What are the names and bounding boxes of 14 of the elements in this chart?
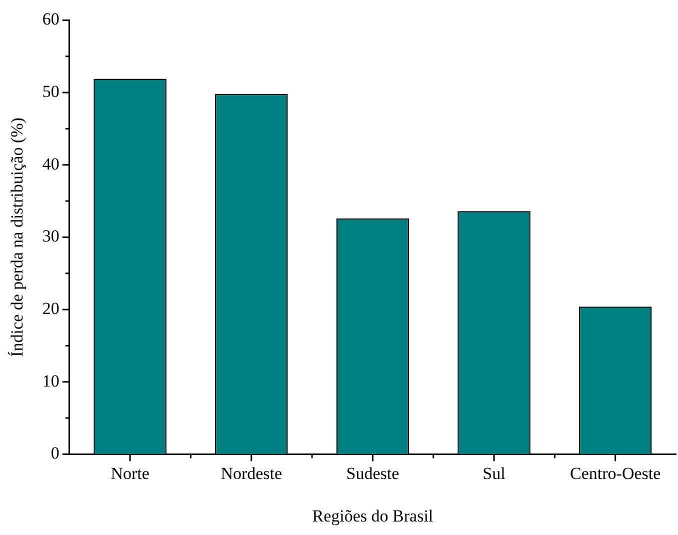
y-tick-label: 50 xyxy=(42,82,60,101)
x-axis-title: Regiões do Brasil xyxy=(312,506,434,526)
x-tick-label: Sul xyxy=(482,464,506,483)
y-tick-label: 10 xyxy=(42,371,60,390)
x-tick-label: Norte xyxy=(110,464,150,483)
x-tick-label: Centro-Oeste xyxy=(570,464,661,483)
x-tick-label: Nordeste xyxy=(220,464,282,483)
y-tick-label: 30 xyxy=(42,226,60,246)
y-tick-label: 0 xyxy=(50,444,60,463)
y-tick-label: 20 xyxy=(42,299,60,318)
x-tick-label: Sudeste xyxy=(346,464,400,483)
y-tick-label: 60 xyxy=(42,10,60,29)
y-axis-title: Índice de perda na distribuição (%) xyxy=(8,118,27,357)
y-tick-label: 40 xyxy=(42,154,60,174)
